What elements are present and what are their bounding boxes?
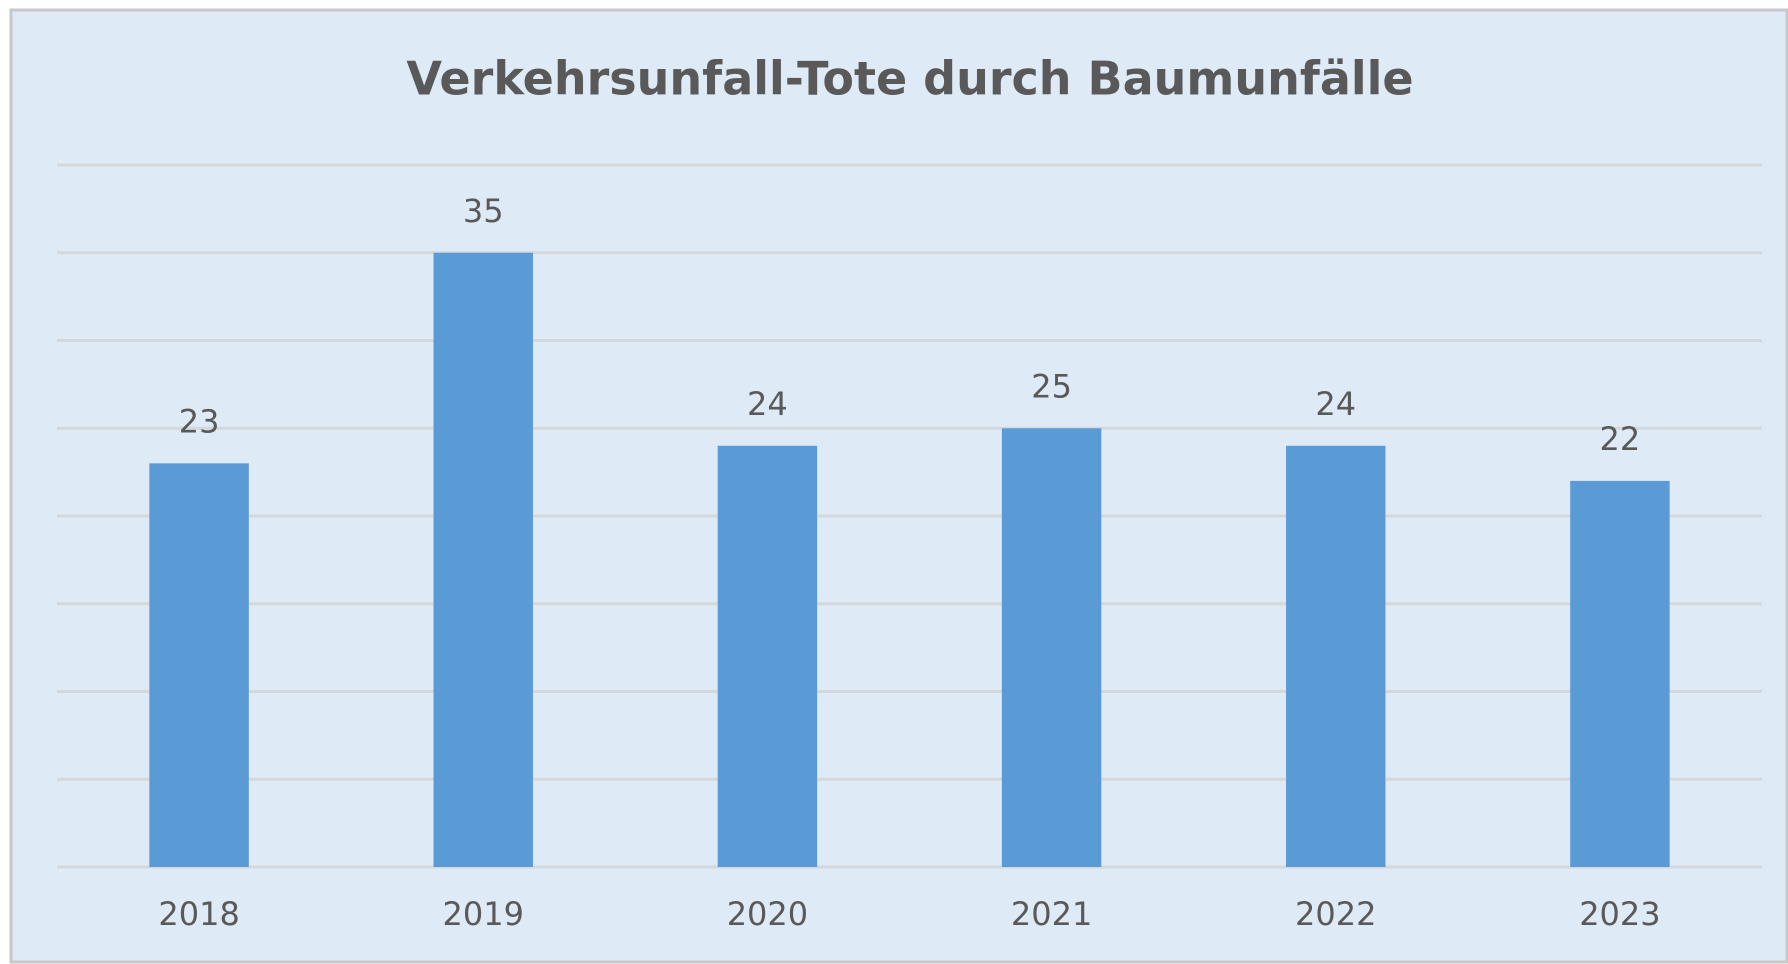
bar xyxy=(149,463,249,867)
bar xyxy=(433,252,533,867)
chart-title: Verkehrsunfall-Tote durch Baumunfälle xyxy=(406,52,1413,106)
bar xyxy=(1286,445,1386,867)
bar xyxy=(717,445,818,867)
x-tick-label: 2021 xyxy=(1011,895,1092,933)
data-label: 22 xyxy=(1600,420,1641,458)
x-tick-label: 2019 xyxy=(443,895,524,933)
bar xyxy=(1001,428,1102,867)
bar xyxy=(1570,480,1670,867)
x-tick-label: 2018 xyxy=(158,895,239,933)
x-tick-label: 2022 xyxy=(1295,895,1376,933)
data-label: 23 xyxy=(179,402,220,440)
chart-background xyxy=(9,8,1788,964)
data-label: 24 xyxy=(747,385,788,423)
x-tick-label: 2023 xyxy=(1579,895,1660,933)
data-label: 24 xyxy=(1315,385,1356,423)
data-label: 35 xyxy=(463,192,504,230)
data-label: 25 xyxy=(1031,367,1072,405)
x-tick-label: 2020 xyxy=(727,895,808,933)
